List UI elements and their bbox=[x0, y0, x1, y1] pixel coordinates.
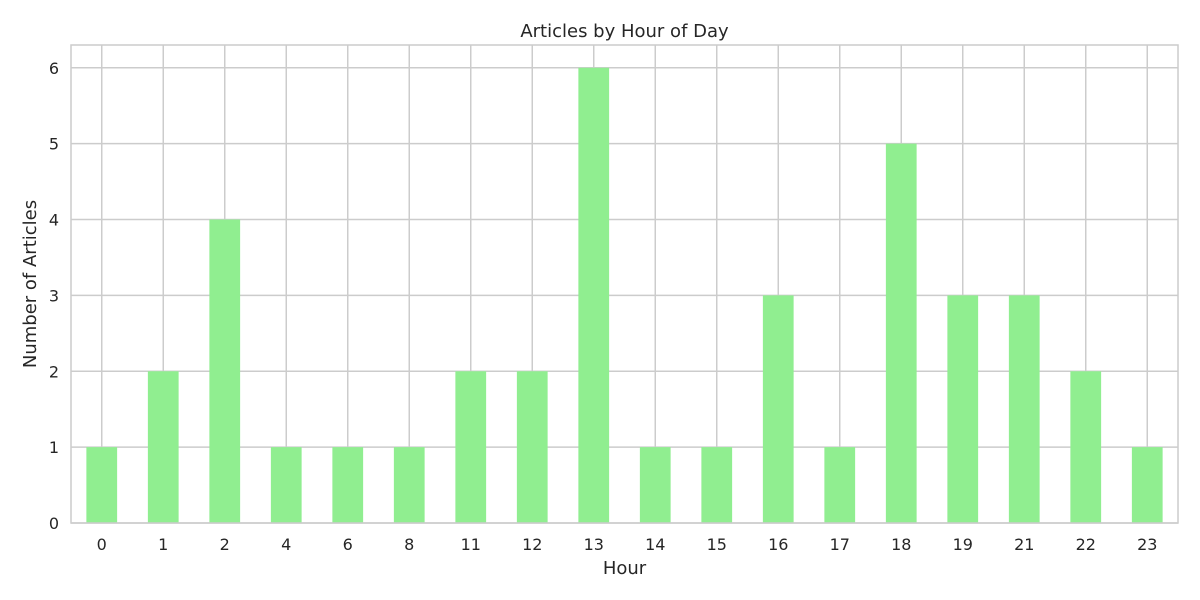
y-tick-label: 6 bbox=[49, 59, 59, 78]
y-tick-labels: 0 1 2 3 4 5 6 bbox=[49, 59, 59, 533]
x-tick-labels: 0 1 2 4 6 8 11 12 13 14 15 16 17 18 19 21 22 23 bbox=[97, 535, 1158, 554]
y-axis-label: Number of Articles bbox=[20, 200, 41, 368]
x-tick-label: 22 bbox=[1076, 535, 1096, 554]
bar-hour-19 bbox=[947, 295, 979, 523]
y-tick-label: 4 bbox=[49, 211, 59, 230]
y-tick-label: 0 bbox=[49, 514, 59, 533]
y-tick-label: 1 bbox=[49, 438, 59, 457]
y-tick-label: 3 bbox=[49, 286, 59, 305]
x-tick-label: 6 bbox=[343, 535, 353, 554]
bar-hour-15 bbox=[701, 447, 733, 523]
x-tick-label: 0 bbox=[97, 535, 107, 554]
bar-hour-8 bbox=[393, 447, 425, 523]
bar-hour-6 bbox=[332, 447, 364, 523]
x-tick-label: 15 bbox=[707, 535, 727, 554]
bar-hour-0 bbox=[86, 447, 118, 523]
x-tick-label: 12 bbox=[522, 535, 542, 554]
x-tick-label: 13 bbox=[584, 535, 604, 554]
bar-hour-13 bbox=[578, 67, 610, 523]
x-axis-label: Hour bbox=[603, 558, 647, 579]
x-tick-label: 18 bbox=[891, 535, 911, 554]
bar-hour-22 bbox=[1070, 371, 1102, 523]
plot-frame bbox=[70, 44, 1179, 524]
chart-title: Articles by Hour of Day bbox=[520, 21, 729, 42]
bar-hour-12 bbox=[516, 371, 548, 523]
x-tick-label: 23 bbox=[1137, 535, 1157, 554]
x-tick-label: 16 bbox=[768, 535, 788, 554]
x-tick-label: 4 bbox=[281, 535, 291, 554]
x-tick-label: 2 bbox=[220, 535, 230, 554]
bar-hour-1 bbox=[147, 371, 179, 523]
bar-hour-2 bbox=[209, 219, 241, 523]
x-tick-label: 14 bbox=[645, 535, 665, 554]
x-tick-label: 8 bbox=[404, 535, 414, 554]
y-tick-label: 2 bbox=[49, 362, 59, 381]
x-tick-label: 17 bbox=[830, 535, 850, 554]
bar-hour-16 bbox=[762, 295, 794, 523]
bar-hour-14 bbox=[639, 447, 671, 523]
bar-hour-11 bbox=[455, 371, 487, 523]
y-tick-label: 5 bbox=[49, 135, 59, 154]
x-tick-label: 1 bbox=[158, 535, 168, 554]
bars bbox=[86, 67, 1163, 523]
bar-hour-21 bbox=[1008, 295, 1040, 523]
x-tick-label: 11 bbox=[461, 535, 481, 554]
x-tick-label: 21 bbox=[1014, 535, 1034, 554]
bar-hour-18 bbox=[885, 143, 917, 523]
bar-hour-4 bbox=[270, 447, 302, 523]
x-tick-label: 19 bbox=[953, 535, 973, 554]
bar-hour-23 bbox=[1131, 447, 1163, 523]
bar-hour-17 bbox=[824, 447, 856, 523]
